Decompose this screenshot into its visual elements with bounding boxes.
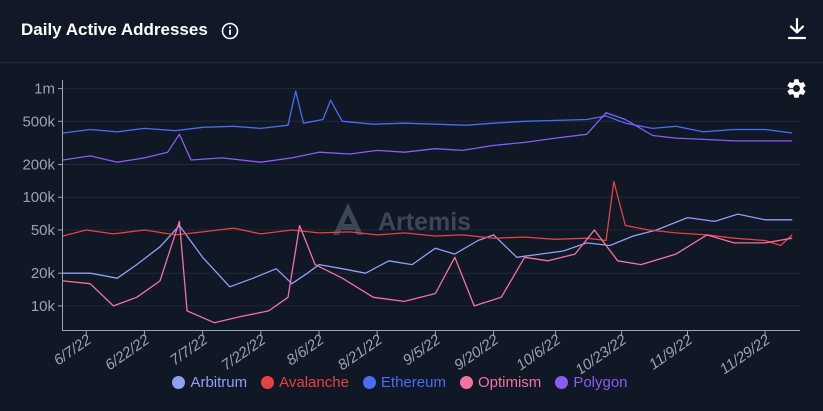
legend-item-optimism[interactable]: Optimism <box>459 374 542 391</box>
y-tick-label: 100k <box>22 189 55 206</box>
legend-dot <box>172 376 186 389</box>
y-axis-ticks: 1m 500k 200k 100k 50k 20k 10k <box>22 81 63 315</box>
x-axis-ticks: 6/7/22 6/22/22 7/7/22 7/22/22 8/6/22 8/21/22 9… <box>51 330 774 374</box>
legend-item-ethereum[interactable]: Ethereum <box>362 374 446 391</box>
y-tick-label: 1m <box>34 81 55 98</box>
series-lines <box>62 90 793 324</box>
x-tick-label: 11/29/22 <box>717 331 774 374</box>
y-tick-label: 10k <box>31 298 56 315</box>
series-line-avalanche[interactable] <box>62 180 793 247</box>
legend-item-arbitrum[interactable]: Arbitrum <box>172 374 247 391</box>
info-icon[interactable] <box>221 22 239 40</box>
legend-label: Optimism <box>477 374 542 391</box>
legend-item-avalanche[interactable]: Avalanche <box>261 374 349 391</box>
x-tick-label: 10/6/22 <box>513 331 564 374</box>
gear-icon[interactable] <box>785 77 808 100</box>
series-line-polygon[interactable] <box>62 112 793 163</box>
series-line-ethereum[interactable] <box>62 90 793 134</box>
x-tick-label: 11/9/22 <box>646 331 696 373</box>
x-tick-label: 6/7/22 <box>51 331 95 369</box>
x-tick-label: 8/6/22 <box>283 331 327 369</box>
axes <box>62 80 800 331</box>
x-tick-label: 9/5/22 <box>400 331 444 369</box>
artemis-watermark: Artemis <box>333 203 471 236</box>
x-tick-label: 8/21/22 <box>335 331 386 374</box>
legend-label: Ethereum <box>380 374 446 391</box>
watermark-text: Artemis <box>378 208 471 236</box>
series-line-arbitrum[interactable] <box>63 213 793 288</box>
x-tick-label: 7/7/22 <box>167 331 211 369</box>
card-title: Daily Active Addresses <box>21 20 208 39</box>
legend-label: Arbitrum <box>190 374 248 391</box>
y-tick-label: 200k <box>22 157 55 174</box>
line-chart: Artemis 1m 500k 200k 100k 50k 20k 10k 6/7/22 6/… <box>22 80 800 374</box>
series-line-optimism[interactable] <box>62 220 793 324</box>
legend-dot <box>362 376 376 389</box>
x-tick-label: 7/22/22 <box>218 331 269 374</box>
card-header: Daily Active Addresses <box>0 0 823 63</box>
x-tick-label: 6/22/22 <box>102 331 153 374</box>
legend-dot <box>555 376 569 389</box>
artemis-logo-icon <box>333 203 363 235</box>
y-tick-label: 20k <box>31 265 56 282</box>
legend-dot <box>261 376 275 389</box>
x-tick-label: 9/20/22 <box>451 331 502 374</box>
chart-legend: Arbitrum Avalanche Ethereum Optimism Polygon <box>0 374 800 391</box>
legend-label: Avalanche <box>279 374 349 391</box>
y-tick-label: 50k <box>31 222 56 239</box>
grid-lines <box>63 88 800 307</box>
legend-item-polygon[interactable]: Polygon <box>555 374 628 391</box>
y-tick-label: 500k <box>22 113 55 130</box>
download-icon[interactable] <box>786 17 808 41</box>
legend-dot <box>459 376 473 389</box>
x-tick-label: 10/23/22 <box>572 331 630 374</box>
legend-label: Polygon <box>573 374 628 391</box>
